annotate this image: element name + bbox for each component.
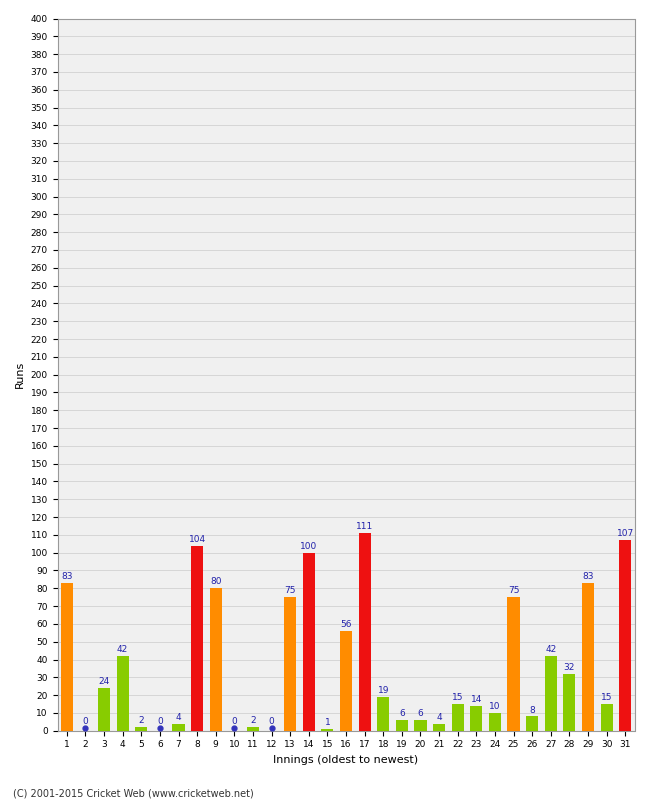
Bar bbox=[508, 597, 519, 730]
Bar bbox=[470, 706, 482, 730]
Text: 0: 0 bbox=[268, 718, 274, 726]
Text: 80: 80 bbox=[210, 578, 222, 586]
Bar bbox=[582, 583, 594, 730]
Text: 56: 56 bbox=[340, 620, 352, 630]
Bar bbox=[396, 720, 408, 730]
Text: 6: 6 bbox=[417, 710, 423, 718]
Bar bbox=[247, 727, 259, 730]
Bar bbox=[489, 713, 501, 730]
Bar bbox=[545, 656, 557, 730]
Text: 100: 100 bbox=[300, 542, 317, 551]
Text: 83: 83 bbox=[582, 572, 593, 581]
Text: 83: 83 bbox=[61, 572, 73, 581]
Bar bbox=[359, 533, 370, 730]
Text: 42: 42 bbox=[117, 645, 128, 654]
Bar bbox=[135, 727, 148, 730]
Bar bbox=[452, 704, 463, 730]
Bar bbox=[433, 723, 445, 730]
Text: 6: 6 bbox=[399, 710, 405, 718]
Text: 0: 0 bbox=[157, 718, 162, 726]
Text: 42: 42 bbox=[545, 645, 556, 654]
Bar bbox=[415, 720, 426, 730]
Text: 1: 1 bbox=[324, 718, 330, 727]
Text: 32: 32 bbox=[564, 663, 575, 672]
Bar bbox=[619, 540, 631, 730]
Text: 0: 0 bbox=[231, 718, 237, 726]
Text: 2: 2 bbox=[250, 716, 255, 726]
Text: 14: 14 bbox=[471, 695, 482, 704]
Text: 75: 75 bbox=[508, 586, 519, 595]
Text: 4: 4 bbox=[176, 713, 181, 722]
Text: 2: 2 bbox=[138, 716, 144, 726]
Text: 111: 111 bbox=[356, 522, 373, 531]
Text: 0: 0 bbox=[83, 718, 88, 726]
Bar bbox=[116, 656, 129, 730]
Text: 107: 107 bbox=[617, 530, 634, 538]
Bar bbox=[564, 674, 575, 730]
Bar bbox=[526, 717, 538, 730]
Text: 4: 4 bbox=[436, 713, 442, 722]
Text: 10: 10 bbox=[489, 702, 500, 711]
Text: (C) 2001-2015 Cricket Web (www.cricketweb.net): (C) 2001-2015 Cricket Web (www.cricketwe… bbox=[13, 788, 254, 798]
Bar bbox=[61, 583, 73, 730]
Bar bbox=[172, 723, 185, 730]
Bar bbox=[377, 697, 389, 730]
Bar bbox=[601, 704, 613, 730]
Bar bbox=[284, 597, 296, 730]
Bar bbox=[191, 546, 203, 730]
Bar bbox=[340, 631, 352, 730]
Bar bbox=[321, 729, 333, 730]
X-axis label: Innings (oldest to newest): Innings (oldest to newest) bbox=[274, 755, 419, 765]
Text: 19: 19 bbox=[378, 686, 389, 695]
Text: 75: 75 bbox=[285, 586, 296, 595]
Text: 104: 104 bbox=[188, 534, 205, 544]
Y-axis label: Runs: Runs bbox=[15, 361, 25, 388]
Text: 8: 8 bbox=[529, 706, 535, 714]
Text: 15: 15 bbox=[601, 694, 612, 702]
Bar bbox=[98, 688, 110, 730]
Bar bbox=[303, 553, 315, 730]
Text: 24: 24 bbox=[98, 678, 110, 686]
Bar bbox=[210, 588, 222, 730]
Text: 15: 15 bbox=[452, 694, 463, 702]
